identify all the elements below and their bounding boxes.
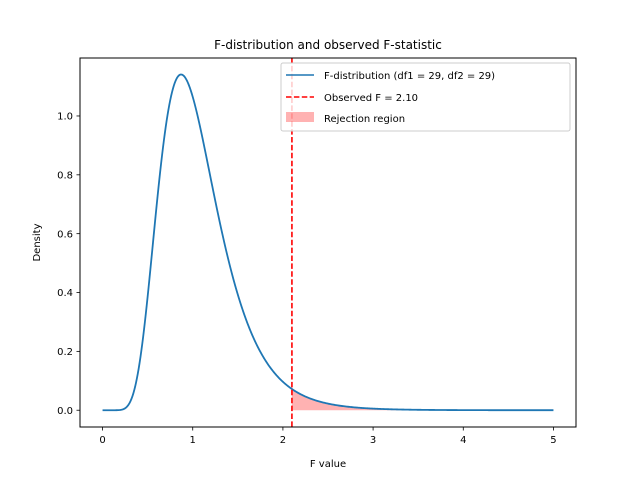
x-ticks: 0 1 2 3 4 5 — [99, 427, 557, 446]
curve-layer — [102, 73, 554, 412]
legend-label-rejection: Rejection region — [324, 114, 405, 125]
x-tick-label: 4 — [460, 435, 466, 446]
chart-title: F-distribution and observed F-statistic — [214, 38, 442, 52]
y-axis-label: Density — [32, 223, 43, 261]
y-ticks: 0.0 0.2 0.4 0.6 0.8 1.0 — [57, 112, 80, 417]
legend-label-observed: Observed F = 2.10 — [324, 93, 418, 104]
y-tick-label: 0.2 — [57, 347, 73, 358]
x-tick-label: 5 — [550, 435, 556, 446]
y-tick-label: 0.4 — [57, 288, 73, 299]
legend: F-distribution (df1 = 29, df2 = 29) Obse… — [280, 62, 571, 132]
y-tick-label: 0.8 — [57, 170, 73, 181]
f-distribution-line — [102, 73, 554, 412]
y-tick-label: 1.0 — [57, 112, 73, 123]
y-tick-label: 0.0 — [57, 406, 73, 417]
legend-box — [280, 62, 571, 132]
y-tick-label: 0.6 — [57, 229, 73, 240]
x-tick-label: 3 — [370, 435, 376, 446]
x-tick-label: 0 — [99, 435, 105, 446]
x-tick-label: 1 — [190, 435, 196, 446]
x-tick-label: 2 — [280, 435, 286, 446]
legend-handle-rejection — [286, 112, 314, 122]
legend-label-f-distribution: F-distribution (df1 = 29, df2 = 29) — [324, 71, 495, 82]
rejection-region-layer — [291, 389, 554, 411]
rejection-region-fill — [291, 389, 554, 411]
axes-frame — [79, 57, 577, 428]
x-axis-label: F value — [310, 459, 346, 470]
